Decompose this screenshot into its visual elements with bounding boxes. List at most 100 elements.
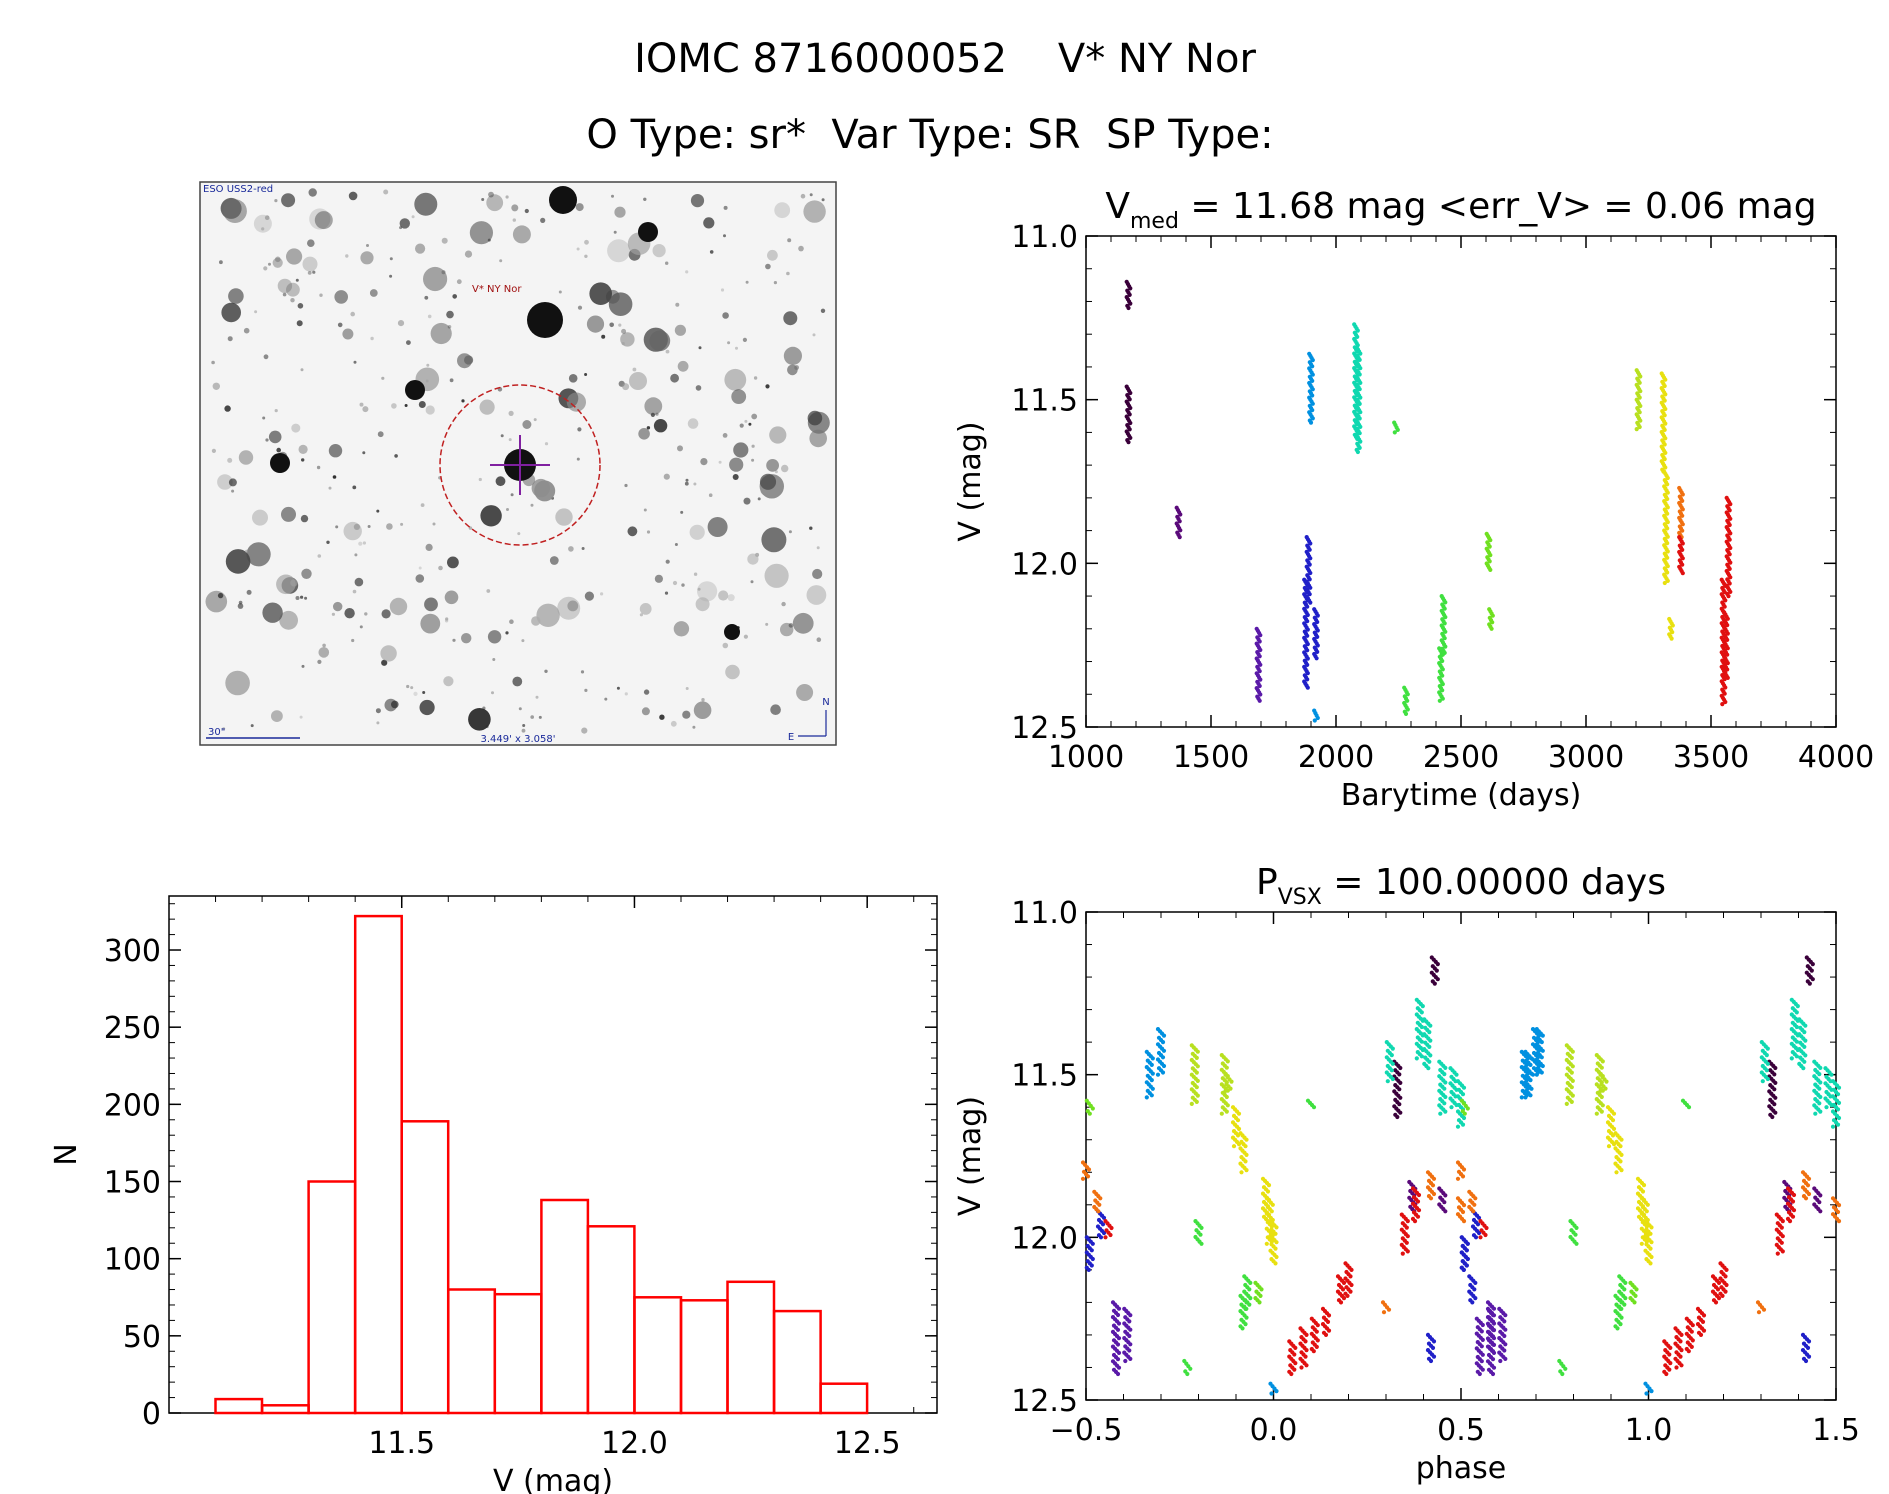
data-point (1194, 1070, 1199, 1075)
star (788, 530, 792, 534)
star (809, 429, 827, 448)
star (575, 203, 584, 212)
star (589, 282, 612, 306)
data-point (1610, 1118, 1616, 1123)
star (650, 412, 656, 417)
data-point (1594, 1111, 1599, 1116)
star (629, 372, 647, 390)
data-point (1405, 698, 1410, 703)
data-point (1618, 1159, 1623, 1164)
data-point (1326, 1313, 1332, 1318)
data-point (1725, 623, 1730, 628)
data-point (1442, 621, 1447, 626)
data-point (1357, 387, 1362, 392)
star (632, 367, 637, 372)
data-point (1502, 1319, 1507, 1324)
star (707, 517, 728, 537)
data-point (1115, 1342, 1121, 1347)
data-point (1487, 559, 1492, 564)
data-point (1189, 1101, 1194, 1106)
data-point (1357, 401, 1362, 406)
data-point (1483, 1232, 1488, 1238)
x-axis-label: phase (1416, 1451, 1507, 1486)
data-point (1540, 1033, 1545, 1038)
star (604, 697, 608, 701)
data-point (1623, 1280, 1628, 1285)
star (430, 322, 452, 345)
data-point (1727, 581, 1732, 586)
star (211, 448, 216, 453)
data-point (1473, 1280, 1478, 1285)
data-point (1665, 482, 1670, 487)
star (304, 596, 308, 600)
data-point (1690, 1323, 1695, 1328)
star (618, 323, 622, 327)
y-tick-label: 300 (104, 934, 161, 969)
star (576, 247, 580, 251)
data-point (1649, 1240, 1654, 1245)
data-point (1569, 1055, 1574, 1060)
star (620, 332, 635, 347)
data-point (1528, 1062, 1533, 1067)
data-point (1817, 1200, 1822, 1205)
data-point (1258, 647, 1263, 653)
star (510, 493, 514, 497)
x-tick-label: 11.5 (368, 1426, 435, 1461)
data-point (1305, 633, 1310, 638)
star (486, 194, 504, 212)
data-point (1390, 1076, 1395, 1082)
data-point (1431, 1176, 1437, 1181)
data-point (1308, 541, 1313, 546)
data-point (1574, 1225, 1579, 1230)
data-point (1188, 1366, 1193, 1371)
data-point (1443, 629, 1448, 634)
star (389, 257, 393, 261)
histogram-bar (260, 1404, 310, 1415)
data-point (1440, 667, 1445, 672)
data-point (1490, 1357, 1496, 1362)
data-point (1305, 662, 1310, 668)
star (307, 239, 315, 247)
data-point (1502, 1333, 1507, 1339)
star (487, 238, 491, 242)
data-point (1700, 1319, 1706, 1324)
data-point (1442, 1101, 1447, 1106)
star (757, 497, 761, 501)
star (381, 659, 388, 666)
star (461, 633, 472, 644)
data-point (1534, 1072, 1539, 1077)
star (725, 664, 740, 680)
star (268, 430, 282, 444)
data-point (1178, 528, 1183, 533)
data-point (1454, 1072, 1459, 1077)
data-point (1127, 427, 1132, 432)
star (764, 563, 789, 588)
data-point (1305, 677, 1310, 682)
star (231, 489, 235, 493)
star (792, 612, 814, 634)
star (246, 542, 271, 567)
data-point (1473, 1235, 1479, 1240)
data-point (1728, 531, 1733, 536)
data-point (1727, 566, 1732, 572)
data-point (1149, 1062, 1154, 1067)
star (727, 341, 731, 345)
star (268, 262, 271, 266)
data-point (1488, 553, 1493, 558)
star (301, 568, 312, 579)
star (522, 420, 532, 429)
star (638, 428, 650, 440)
data-point (1680, 556, 1685, 561)
star (386, 523, 393, 530)
data-point (1108, 1232, 1113, 1238)
data-point (1680, 507, 1685, 512)
star (275, 256, 281, 263)
data-point (1440, 688, 1445, 693)
star (438, 565, 443, 571)
star (222, 727, 226, 731)
star (277, 278, 293, 294)
data-point (1315, 643, 1320, 648)
data-point (1835, 1122, 1841, 1127)
data-point (1258, 677, 1263, 682)
